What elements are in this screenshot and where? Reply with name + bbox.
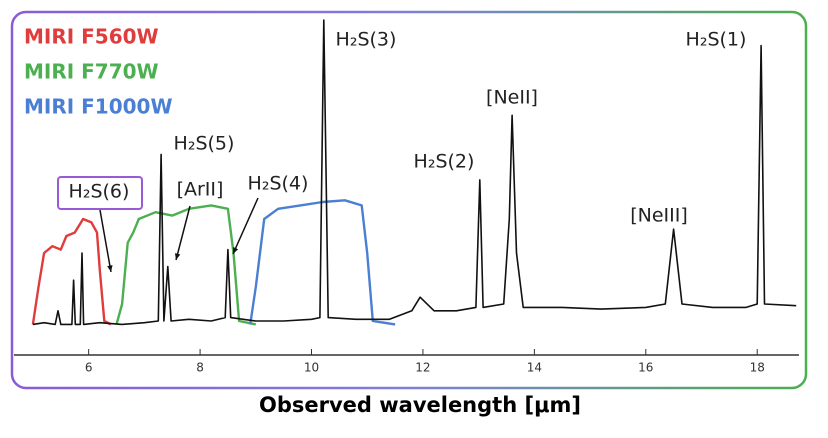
annotation: [NeII] [486,87,538,109]
annotation: H₂S(3) [336,29,397,51]
annotation: H₂S(1) [686,29,747,51]
x-tick-label: 18 [750,361,765,375]
annotation: H₂S(6) [69,181,130,203]
frame [10,10,808,390]
legend-entry: MIRI F560W [24,25,159,49]
arrow [232,197,259,255]
legend-entry: MIRI F1000W [24,95,173,119]
arrow [99,209,112,273]
arrow-head [107,265,113,272]
legend-entry: MIRI F770W [24,60,159,84]
x-tick-label: 6 [85,361,93,375]
annotation: H₂S(4) [248,173,309,195]
x-tick-label: 16 [638,361,653,375]
arrow-head [233,247,239,254]
series-line [249,199,396,326]
x-tick-label: 14 [527,361,542,375]
annotation: H₂S(5) [174,133,235,155]
x-tick-label: 8 [196,361,204,375]
arrow-head [174,253,181,260]
annotation: [ArII] [177,179,224,201]
annotation: H₂S(2) [414,151,475,173]
x-tick-label: 10 [304,361,319,375]
series-line [32,19,797,326]
x-tick-label: 12 [415,361,430,375]
annotation: [NeIII] [630,205,688,227]
x-axis-label: Observed wavelength [μm] [259,393,581,417]
annotation-box [57,176,143,210]
arrow [175,205,191,261]
series-line [31,217,112,326]
